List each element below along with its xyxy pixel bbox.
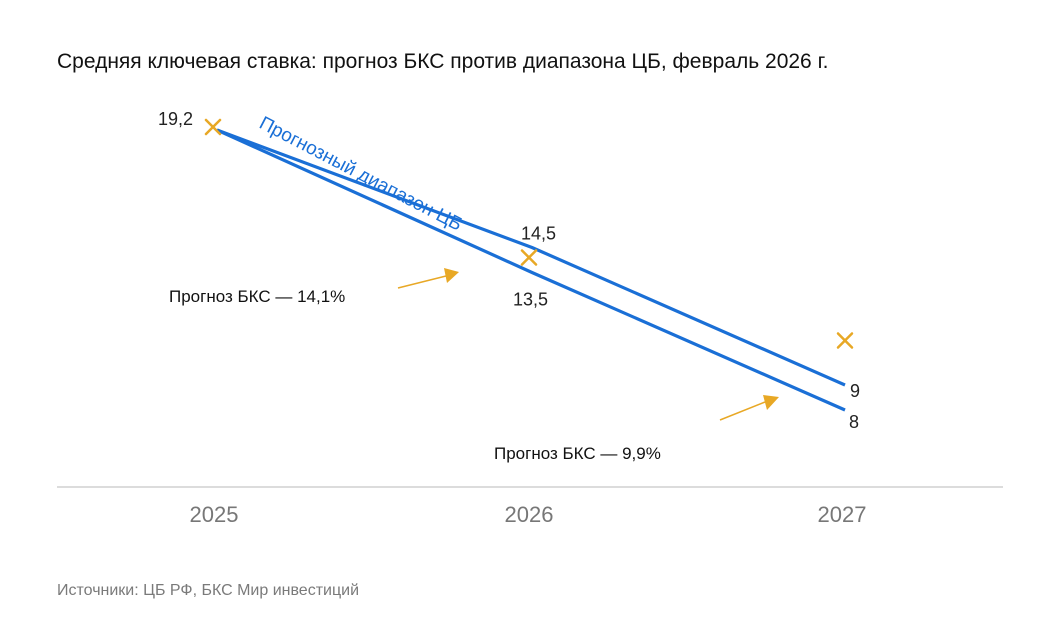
x-tick-label: 2027 (818, 502, 867, 527)
range-lines (216, 128, 846, 412)
range-line-1 (216, 128, 846, 387)
annotation-2: Прогноз БКС — 9,9% (494, 395, 779, 463)
forecast-marker-2025 (204, 118, 222, 136)
data-label: 13,5 (513, 290, 548, 310)
annotation-1-text: Прогноз БКС — 14,1% (169, 287, 345, 306)
data-label: 19,2 (158, 109, 193, 129)
annotation-2-text: Прогноз БКС — 9,9% (494, 444, 661, 463)
annotation-2-arrow (719, 401, 766, 421)
forecast-marker-2027 (836, 332, 854, 349)
data-label: 14,5 (521, 224, 556, 244)
data-labels: 19,2 14,5 13,5 9 8 (158, 109, 860, 432)
annotation-1-arrowhead (444, 268, 459, 283)
data-label: 9 (850, 381, 860, 401)
forecast-markers (204, 118, 854, 349)
source-note: Источники: ЦБ РФ, БКС Мир инвестиций (57, 582, 360, 599)
x-tick-label: 2026 (505, 502, 554, 527)
annotation-2-arrowhead (763, 395, 779, 410)
forecast-marker-2026 (520, 249, 538, 266)
chart-title: Средняя ключевая ставка: прогноз БКС про… (57, 50, 829, 73)
range-line-2 (216, 128, 846, 412)
x-tick-label: 2025 (190, 502, 239, 527)
range-label: Прогнозный диапазон ЦБ (256, 113, 466, 236)
annotation-1: Прогноз БКС — 14,1% (169, 268, 459, 306)
data-label: 8 (849, 412, 859, 432)
x-tick-labels: 2025 2026 2027 (190, 502, 867, 527)
annotation-1-arrow (397, 275, 447, 289)
